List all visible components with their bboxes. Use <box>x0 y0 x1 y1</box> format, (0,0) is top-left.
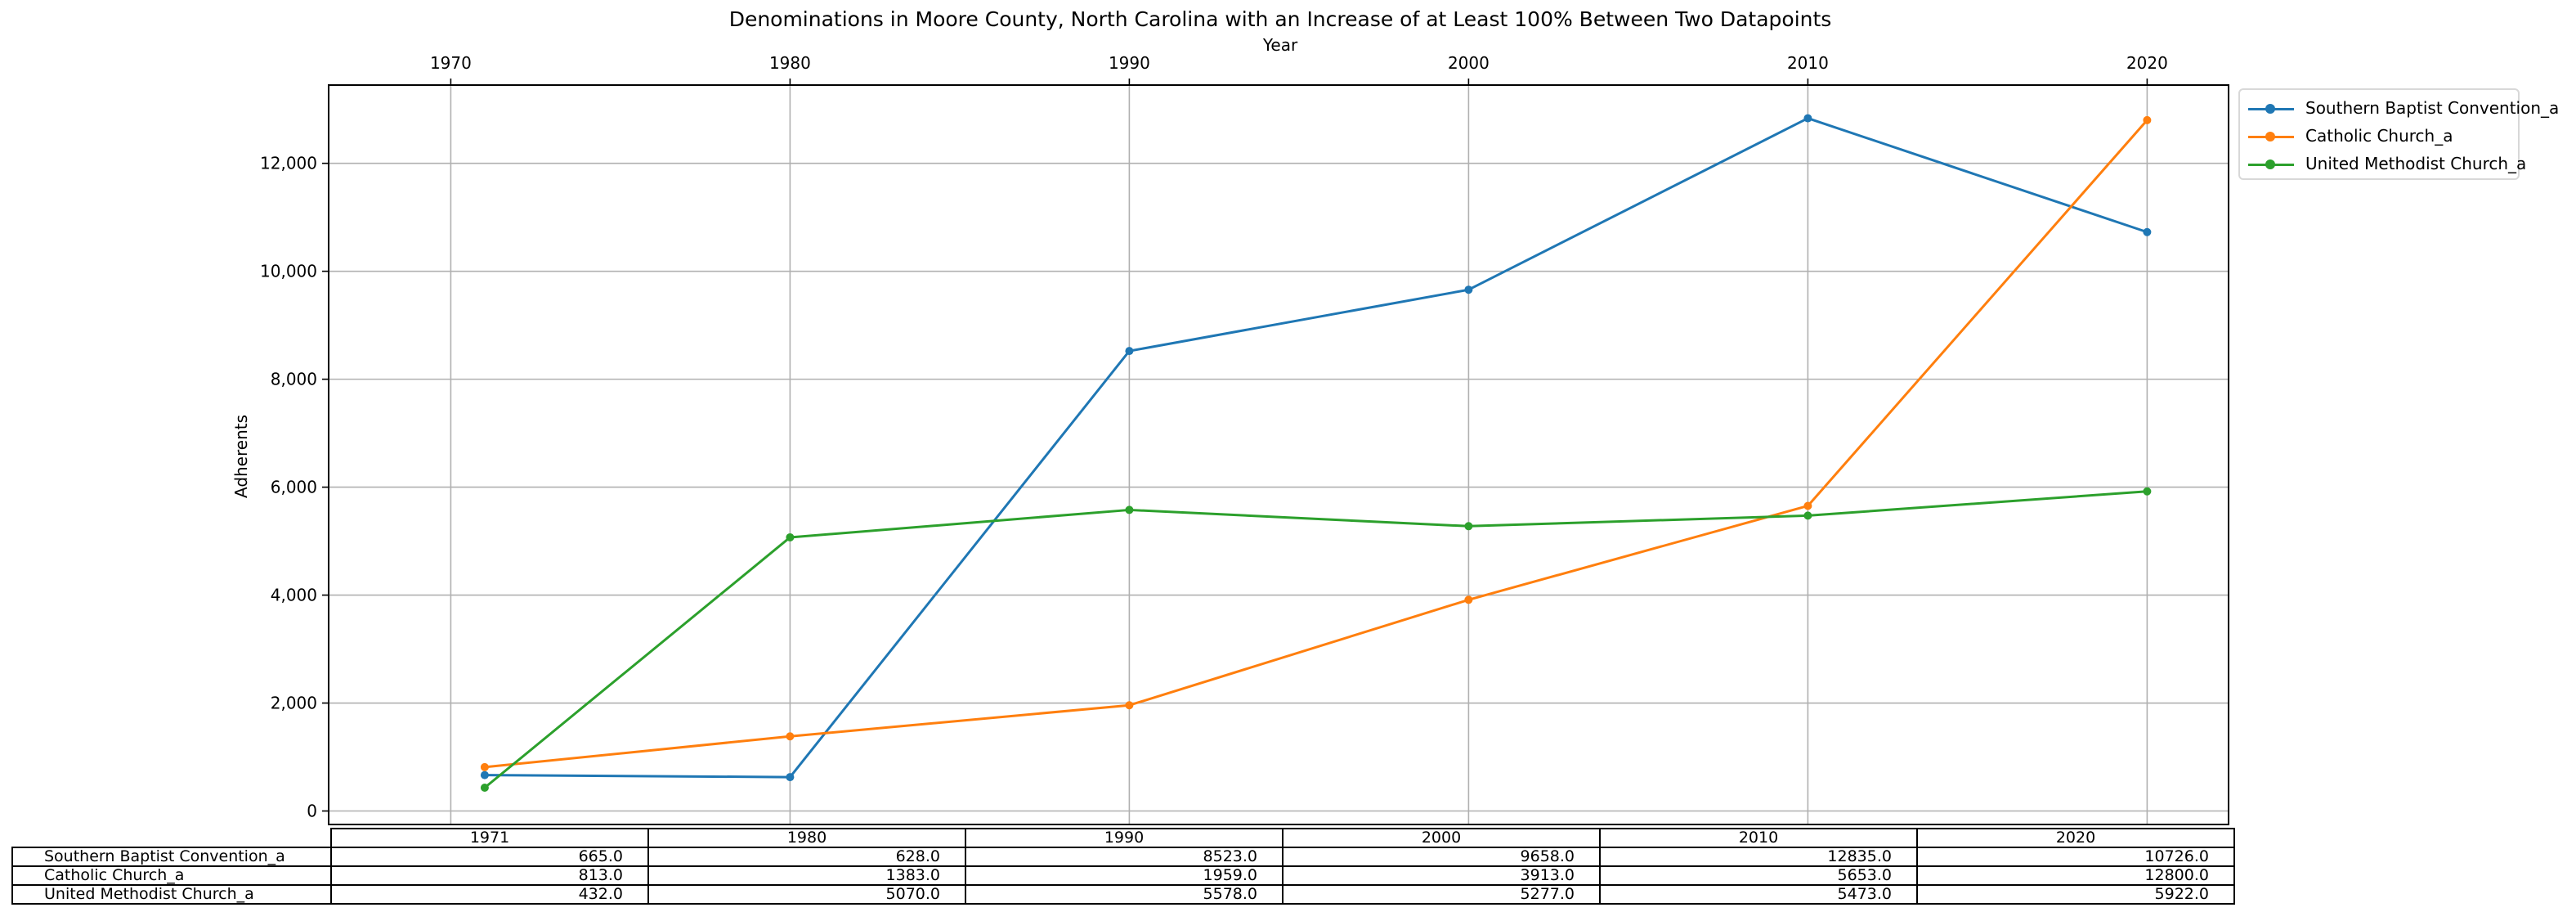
table-row-label: United Methodist Church_a <box>11 884 332 905</box>
y-tick-label: 6,000 <box>271 478 317 497</box>
data-point <box>786 532 795 541</box>
data-point <box>2143 487 2152 496</box>
table-cell: 432.0 <box>330 884 649 905</box>
table-column-header: 2020 <box>1916 828 2235 848</box>
x-tick-label: 1980 <box>769 53 811 73</box>
legend-marker <box>2265 159 2275 169</box>
table-cell: 665.0 <box>330 847 649 867</box>
data-point <box>1803 114 1812 123</box>
plot-frame <box>328 84 2229 825</box>
legend: Southern Baptist Convention_a Catholic C… <box>2238 88 2559 180</box>
y-tick-label: 10,000 <box>260 262 317 281</box>
table-cell: 1959.0 <box>965 865 1284 886</box>
data-point <box>1464 285 1473 294</box>
legend-marker <box>2265 132 2275 142</box>
data-point <box>1803 501 1812 510</box>
data-point <box>1125 505 1134 514</box>
x-axis-label: Year <box>1262 35 1298 55</box>
table-cell: 3913.0 <box>1282 865 1601 886</box>
table-column-header: 1990 <box>965 828 1284 848</box>
data-point <box>480 770 489 779</box>
table-cell: 5277.0 <box>1282 884 1601 905</box>
y-axis-label: Adherents <box>231 415 251 498</box>
y-tick-label: 8,000 <box>271 370 317 389</box>
x-tick-label: 1970 <box>430 53 472 73</box>
legend-label: Southern Baptist Convention_a <box>2305 98 2560 118</box>
table-row: Catholic Church_a 813.0 1383.0 1959.0 39… <box>11 865 2235 886</box>
data-point <box>1464 522 1473 531</box>
data-point <box>480 783 489 792</box>
data-point <box>1125 347 1134 356</box>
data-point <box>1125 701 1134 710</box>
table-header-row: 1971 1980 1990 2000 2010 2020 <box>12 828 2235 848</box>
table-cell: 12800.0 <box>1916 865 2235 886</box>
y-tick-label: 4,000 <box>271 586 317 605</box>
table-row-label: Catholic Church_a <box>11 865 332 886</box>
y-tick-label: 12,000 <box>260 154 317 173</box>
table-column-header: 1971 <box>330 828 649 848</box>
legend-label: United Methodist Church_a <box>2305 154 2527 173</box>
table-cell: 9658.0 <box>1282 847 1601 867</box>
table-column-header: 2010 <box>1599 828 1918 848</box>
series-line <box>484 119 2148 769</box>
table-cell: 5653.0 <box>1599 865 1918 886</box>
legend-item-catholic: Catholic Church_a <box>2240 123 2518 152</box>
axis-ticks: 1970 1980 1990 2000 2010 2020 0 2,000 4,000 6,000… <box>260 53 2168 821</box>
legend-item-southern-baptist: Southern Baptist Convention_a <box>2240 95 2559 124</box>
table-cell: 12835.0 <box>1599 847 1918 867</box>
x-tick-label: 2000 <box>1448 53 1490 73</box>
table-cell: 10726.0 <box>1916 847 2235 867</box>
data-table: 1971 1980 1990 2000 2010 2020 Southern B… <box>11 828 2235 905</box>
series-line <box>484 117 2148 779</box>
data-point <box>2143 115 2152 124</box>
series-line <box>483 490 2148 789</box>
data-point <box>2143 227 2152 236</box>
table-cell: 813.0 <box>330 865 649 886</box>
data-point <box>1803 511 1812 520</box>
x-tick-label: 2010 <box>1787 53 1829 73</box>
x-tick-label: 2020 <box>2126 53 2168 73</box>
table-column-header: 2000 <box>1282 828 1601 848</box>
table-cell: 8523.0 <box>965 847 1284 867</box>
table-cell: 5070.0 <box>647 884 966 905</box>
y-tick-label: 2,000 <box>271 694 317 713</box>
data-point <box>1464 595 1473 604</box>
legend-marker <box>2265 104 2275 114</box>
data-point <box>786 773 795 782</box>
table-cell: 1383.0 <box>647 865 966 886</box>
table-cell: 5922.0 <box>1916 884 2235 905</box>
series-lines <box>480 114 2152 792</box>
table-cell: 5578.0 <box>965 884 1284 905</box>
x-tick-label: 1990 <box>1109 53 1150 73</box>
legend-label: Catholic Church_a <box>2305 126 2453 146</box>
table-row: United Methodist Church_a 432.0 5070.0 5… <box>11 884 2235 905</box>
y-tick-label: 0 <box>307 802 317 821</box>
table-corner <box>12 829 331 847</box>
table-cell: 5473.0 <box>1599 884 1918 905</box>
data-point <box>480 762 489 771</box>
table-column-header: 1980 <box>647 828 966 848</box>
chart-title: Denominations in Moore County, North Car… <box>729 7 1832 31</box>
line-chart: Denominations in Moore County, North Car… <box>231 7 2229 825</box>
legend-item-united-methodist: United Methodist Church_a <box>2240 151 2526 180</box>
data-point <box>786 732 795 741</box>
grid-lines <box>329 85 2229 824</box>
table-cell: 628.0 <box>647 847 966 867</box>
table-row-label: Southern Baptist Convention_a <box>11 847 332 867</box>
table-row: Southern Baptist Convention_a 665.0 628.… <box>11 847 2235 867</box>
